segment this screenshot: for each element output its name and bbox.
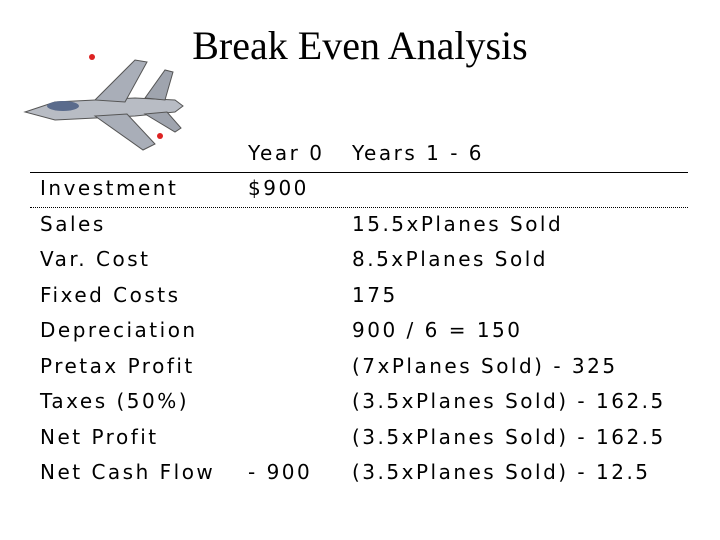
row-label: Fixed Costs [40,282,181,307]
row-label: Net Profit [40,424,159,449]
header-rule [30,172,688,173]
row-label: Var. Cost [40,247,151,271]
table-cell: (7xPlanes Sold) - 325 [352,353,618,378]
table-cell: $900 [248,176,309,200]
table-cell: (3.5xPlanes Sold) - 162.5 [352,389,666,413]
column-header: Years 1 - 6 [352,141,485,165]
table-cell: 900 / 6 = 150 [352,318,523,342]
table-cell: (3.5xPlanes Sold) - 12.5 [352,460,651,484]
column-header: Year 0 [248,141,325,165]
row-rule [30,207,688,208]
table-cell: 15.5xPlanes Sold [352,211,564,236]
table-cell: 8.5xPlanes Sold [352,247,548,271]
table-cell: (3.5xPlanes Sold) - 162.5 [352,424,666,449]
table-cell: 175 [352,282,398,307]
table-cell: - 900 [248,460,313,484]
row-label: Depreciation [40,318,198,342]
row-label: Sales [40,211,106,236]
row-label: Net Cash Flow [40,460,216,484]
jet-icon [23,54,184,151]
row-label: Investment [40,176,179,200]
row-label: Taxes (50%) [40,389,190,413]
row-label: Pretax Profit [40,353,195,378]
slide-title: Break Even Analysis [192,23,528,68]
